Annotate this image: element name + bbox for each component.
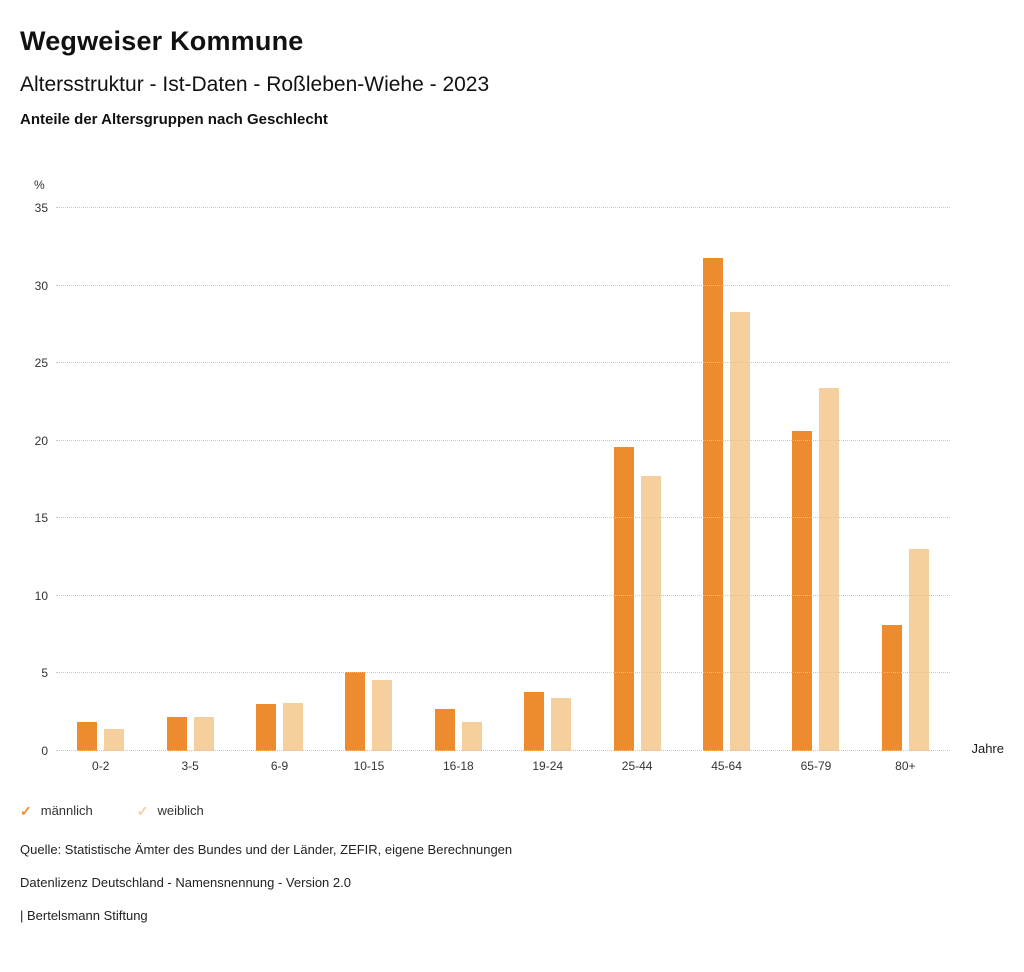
bar-weiblich[interactable] <box>640 476 661 751</box>
x-tick-label: 10-15 <box>353 759 385 773</box>
y-axis-unit-label: % <box>34 178 45 192</box>
gridline <box>56 284 950 286</box>
app-title: Wegweiser Kommune <box>20 26 304 56</box>
x-tick-label: 25-44 <box>621 759 653 773</box>
gridline <box>56 362 950 364</box>
bar-weiblich[interactable] <box>372 679 393 751</box>
gridline <box>56 672 950 674</box>
legend-item-maennlich[interactable]: ✓ männlich <box>20 803 93 818</box>
plot-area: 0 5 10 15 20 25 30 35 <box>35 202 950 757</box>
bar-group <box>682 208 771 751</box>
bar-weiblich[interactable] <box>908 549 929 751</box>
bar-maennlich[interactable] <box>703 257 724 751</box>
x-tick-label: 19-24 <box>532 759 564 773</box>
bar-maennlich[interactable] <box>77 721 98 751</box>
chart-subtitle: Anteile der Altersgruppen nach Geschlech… <box>20 111 328 128</box>
bar-weiblich[interactable] <box>104 729 125 751</box>
x-tick-label: 65-79 <box>800 759 832 773</box>
y-tick-label: 35 <box>34 201 48 215</box>
bar-group <box>592 208 681 751</box>
legend: ✓ männlich ✓ weiblich <box>20 803 1004 818</box>
bar-group <box>145 208 234 751</box>
bar-weiblich[interactable] <box>730 311 751 751</box>
bar-chart: % 0 5 10 15 20 25 30 35 Jahre 0-2 3-5 6-9 10-15 16-… <box>20 178 1004 773</box>
y-tick-label: 0 <box>41 744 48 758</box>
bar-group <box>56 208 145 751</box>
bar-group <box>861 208 950 751</box>
y-tick-label: 25 <box>34 356 48 371</box>
bar-maennlich[interactable] <box>881 625 902 751</box>
x-tick-label: 6-9 <box>270 759 289 773</box>
x-tick-label: 3-5 <box>181 759 199 773</box>
bar-weiblich[interactable] <box>193 716 214 751</box>
bar-maennlich[interactable] <box>613 446 634 751</box>
gridline <box>56 517 950 519</box>
footer: Quelle: Statistische Ämter des Bundes un… <box>20 842 1004 923</box>
y-tick-label: 15 <box>34 511 48 526</box>
y-tick-label: 5 <box>41 666 48 681</box>
attribution-text: | Bertelsmann Stiftung <box>20 908 148 923</box>
check-icon: ✓ <box>20 802 32 819</box>
gridline <box>56 439 950 441</box>
bar-group <box>324 208 413 751</box>
x-tick-label: 16-18 <box>442 759 474 773</box>
bar-group <box>235 208 324 751</box>
page: Wegweiser Kommune Altersstruktur - Ist-D… <box>0 26 1024 972</box>
legend-label: weiblich <box>157 803 204 818</box>
bars-layer <box>56 208 950 751</box>
license-text: Datenlizenz Deutschland - Namensnennung … <box>20 875 351 890</box>
y-tick-label: 20 <box>34 433 48 448</box>
gridline <box>56 207 950 208</box>
bar-group <box>414 208 503 751</box>
x-tick-label: 0-2 <box>92 759 110 773</box>
bar-maennlich[interactable] <box>256 704 277 751</box>
bar-maennlich[interactable] <box>345 671 366 751</box>
bar-weiblich[interactable] <box>819 387 840 751</box>
bar-maennlich[interactable] <box>792 431 813 751</box>
x-tick-label: 45-64 <box>711 759 742 773</box>
y-tick-label: 10 <box>34 588 48 603</box>
check-icon: ✓ <box>136 802 149 819</box>
bar-maennlich[interactable] <box>166 716 187 751</box>
bar-weiblich[interactable] <box>283 702 304 751</box>
bar-weiblich[interactable] <box>551 698 572 751</box>
legend-item-weiblich[interactable]: ✓ weiblich <box>137 803 204 818</box>
gridline <box>56 594 950 596</box>
x-tick-label: 80+ <box>895 759 916 773</box>
bar-weiblich[interactable] <box>461 721 482 751</box>
source-text: Quelle: Statistische Ämter des Bundes un… <box>20 842 513 857</box>
x-axis-unit-label: Jahre <box>971 741 1004 756</box>
bar-maennlich[interactable] <box>434 709 455 751</box>
x-axis-labels: 0-2 3-5 6-9 10-15 16-18 19-24 25-44 45-64 65-79 8… <box>56 759 950 773</box>
bar-group <box>503 208 592 751</box>
bar-maennlich[interactable] <box>524 692 545 751</box>
y-tick-label: 30 <box>34 278 48 293</box>
chart-title: Altersstruktur - Ist-Daten - Roßleben-Wi… <box>20 73 490 96</box>
gridline <box>56 750 950 751</box>
bar-group <box>771 208 860 751</box>
legend-label: männlich <box>40 803 93 818</box>
